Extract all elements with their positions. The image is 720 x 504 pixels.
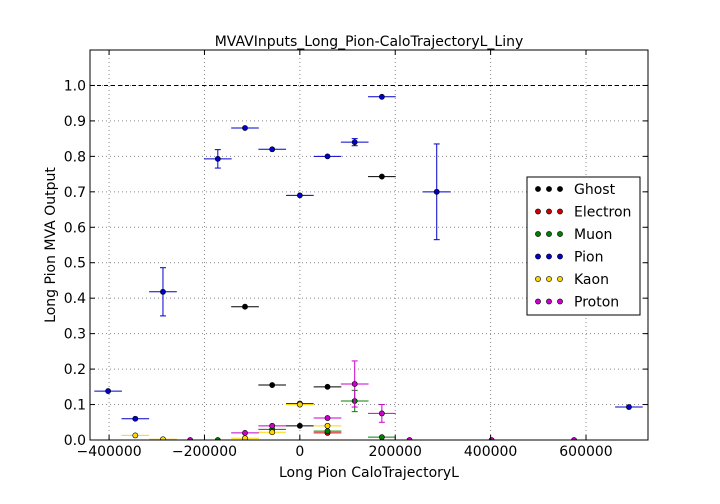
legend-marker [535,298,541,305]
legend-marker [546,276,552,282]
data-point [351,139,358,146]
data-point [242,430,248,436]
series-pion [94,93,643,422]
data-point [324,415,331,421]
legend-label: Ghost [574,182,616,198]
data-point [269,382,276,388]
legend-item-proton: Proton [535,295,619,311]
data-point [269,429,276,436]
data-point [160,436,166,440]
data-point [296,192,303,199]
legend-marker [557,253,563,260]
x-tick-label: 0 [295,444,304,460]
data-point [242,125,248,131]
x-tick-label: −200000 [172,444,237,460]
legend-label: Kaon [574,272,609,288]
y-tick-label: 0.2 [64,362,86,378]
legend-item-muon: Muon [535,227,612,243]
data-point [160,288,166,295]
legend-marker [557,208,563,215]
data-point [105,388,112,394]
data-point [296,401,303,408]
data-point [378,173,385,180]
data-point [269,146,276,153]
legend-item-electron: Electron [535,205,631,221]
data-point [351,381,358,387]
y-tick-label: 0.3 [64,327,86,343]
data-point [324,153,331,160]
axis-ticks: −400000 −200000 0 200000 400000 600000 0.0 0.1 0… [64,50,648,460]
y-tick-label: 0.6 [64,220,86,236]
legend-item-kaon: Kaon [535,272,609,288]
chart-title: MVAVInputs_Long_Pion-CaloTrajectoryL_Lin… [215,34,524,50]
data-point [378,93,385,100]
legend-marker [535,253,541,260]
data-point [378,434,385,440]
data-point [242,303,248,310]
y-tick-label: 0.4 [64,291,86,307]
series-kaon [121,401,342,440]
data-point [324,428,331,435]
legend: Ghost Electron Muon Pion Kaon Proton [526,176,641,316]
legend-box [526,176,641,316]
data-point [214,155,221,162]
legend-marker [557,298,563,305]
series-ghost [231,173,396,429]
legend-marker [535,186,541,192]
plot-frame [89,49,649,441]
data-point [626,404,632,410]
data-point [324,383,331,390]
legend-marker [546,186,552,192]
data-point [269,422,276,429]
legend-item-pion: Pion [535,250,603,266]
data-point [433,188,440,195]
x-tick-label: 200000 [369,444,422,460]
legend-marker [557,231,563,237]
legend-marker [546,231,552,237]
data-point [132,415,139,422]
legend-marker [535,231,541,237]
legend-marker [546,298,552,305]
y-tick-label: 0.0 [64,433,86,449]
legend-label: Pion [574,250,603,266]
legend-marker [535,208,541,215]
y-tick-label: 0.9 [64,114,86,130]
y-tick-label: 0.1 [64,398,86,414]
legend-label: Proton [574,295,619,311]
x-axis-label: Long Pion CaloTrajectoryL [279,465,459,481]
y-tick-label: 0.8 [64,149,86,165]
legend-marker [557,186,563,192]
y-tick-label: 0.5 [64,256,86,272]
x-tick-label: 400000 [464,444,517,460]
legend-marker [546,253,552,260]
data-point [296,422,303,429]
legend-label: Electron [574,205,631,221]
legend-item-ghost: Ghost [535,182,616,198]
x-tick-label: 600000 [559,444,612,460]
legend-marker [546,208,552,215]
y-axis-label: Long Pion MVA Output [43,167,59,323]
x-tick-label: −400000 [76,444,141,460]
legend-label: Muon [574,227,612,243]
legend-marker [535,276,541,282]
y-tick-label: 1.0 [64,78,86,94]
legend-marker [557,276,563,282]
data-point [378,410,385,417]
y-tick-label: 0.7 [64,185,86,201]
data-point [324,422,331,429]
data-point [132,432,139,439]
